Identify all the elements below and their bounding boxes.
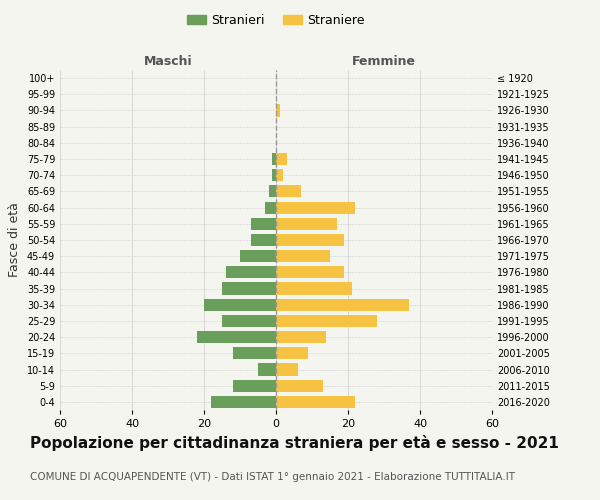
Y-axis label: Fasce di età: Fasce di età xyxy=(8,202,21,278)
Bar xyxy=(204,298,276,311)
Bar xyxy=(276,396,355,408)
Bar xyxy=(276,218,337,230)
Bar xyxy=(276,169,283,181)
Bar xyxy=(226,266,276,278)
Text: COMUNE DI ACQUAPENDENTE (VT) - Dati ISTAT 1° gennaio 2021 - Elaborazione TUTTITA: COMUNE DI ACQUAPENDENTE (VT) - Dati ISTA… xyxy=(30,472,515,482)
Bar xyxy=(276,250,330,262)
Bar xyxy=(233,380,276,392)
Bar xyxy=(222,315,276,327)
Bar xyxy=(211,396,276,408)
Legend: Stranieri, Straniere: Stranieri, Straniere xyxy=(182,8,370,32)
Bar xyxy=(276,380,323,392)
Bar xyxy=(276,153,287,165)
Bar xyxy=(276,315,377,327)
Bar xyxy=(233,348,276,360)
Bar xyxy=(276,298,409,311)
Bar xyxy=(251,234,276,246)
Bar xyxy=(222,282,276,294)
Bar xyxy=(251,218,276,230)
Bar xyxy=(240,250,276,262)
Bar xyxy=(276,202,355,213)
Bar xyxy=(276,331,326,343)
Bar xyxy=(276,104,280,117)
Text: Popolazione per cittadinanza straniera per età e sesso - 2021: Popolazione per cittadinanza straniera p… xyxy=(30,435,559,451)
Bar xyxy=(265,202,276,213)
Bar xyxy=(276,266,344,278)
Text: Maschi: Maschi xyxy=(143,54,193,68)
Text: Femmine: Femmine xyxy=(352,54,416,68)
Bar xyxy=(258,364,276,376)
Bar xyxy=(276,234,344,246)
Bar xyxy=(272,153,276,165)
Bar xyxy=(276,186,301,198)
Bar xyxy=(197,331,276,343)
Bar xyxy=(269,186,276,198)
Bar xyxy=(276,282,352,294)
Bar xyxy=(276,364,298,376)
Bar xyxy=(276,348,308,360)
Bar xyxy=(272,169,276,181)
